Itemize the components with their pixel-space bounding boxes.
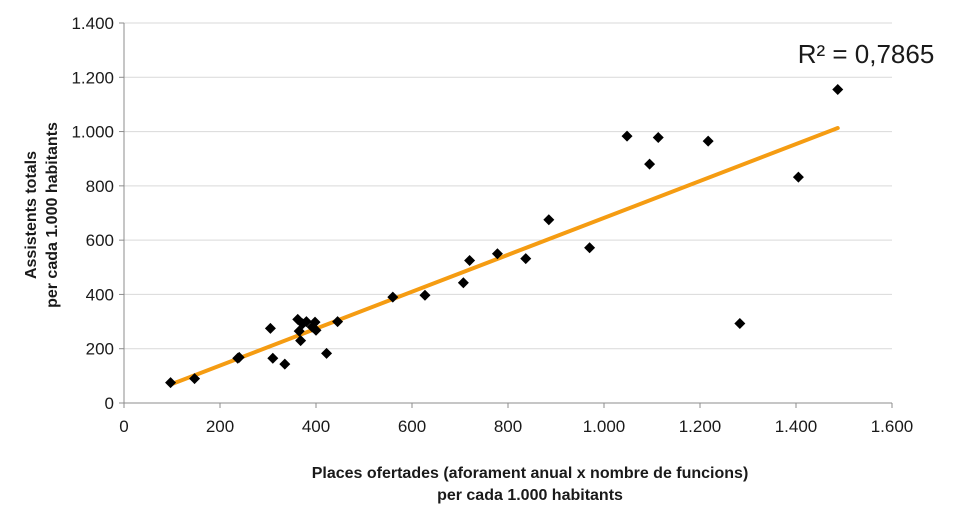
data-point: [652, 132, 664, 144]
data-point: [644, 158, 656, 170]
x-tick-label: 600: [398, 417, 426, 436]
data-point: [295, 335, 307, 347]
y-tick-label: 400: [86, 285, 114, 304]
y-tick-label: 800: [86, 177, 114, 196]
data-point: [267, 352, 279, 364]
data-point: [165, 377, 177, 389]
data-points: [165, 84, 844, 389]
data-point: [387, 291, 399, 303]
data-point: [309, 316, 321, 328]
data-point: [792, 171, 804, 183]
data-point: [520, 253, 532, 265]
data-point: [543, 214, 555, 226]
y-axis-title-line-1: Assistents totals: [23, 151, 40, 279]
x-tick-label: 1.600: [871, 417, 914, 436]
data-point: [332, 316, 344, 328]
x-tick-label: 1.200: [679, 417, 722, 436]
y-tick-label: 1.200: [71, 68, 114, 87]
data-point: [734, 317, 746, 329]
y-axis-title-line-2: per cada 1.000 habitants: [44, 122, 61, 308]
x-tick-label: 800: [494, 417, 522, 436]
y-tick-label: 1.400: [71, 14, 114, 33]
x-tick-label: 1.400: [775, 417, 818, 436]
y-tick-label: 1.000: [71, 123, 114, 142]
x-axis-title-line-1: Places ofertades (aforament anual x nomb…: [312, 465, 749, 482]
x-axis-title-line-2: per cada 1.000 habitants: [437, 487, 623, 504]
data-point: [621, 130, 633, 142]
data-point: [832, 84, 844, 95]
y-tick-label: 600: [86, 231, 114, 250]
data-point: [264, 322, 276, 334]
data-point: [233, 351, 245, 363]
grid-lines: [124, 22, 892, 350]
trendline: [168, 126, 840, 387]
y-tick-labels: 0 200 400 600 800 1.000 1.200 1.400: [71, 14, 114, 413]
y-tick-label: 0: [105, 394, 114, 413]
data-point: [702, 135, 714, 147]
data-point: [300, 316, 312, 328]
x-tick-label: 1.000: [583, 417, 626, 436]
data-point: [464, 255, 476, 266]
data-point: [189, 373, 201, 385]
r-squared-label: R² = 0,7865: [798, 39, 935, 69]
data-point: [457, 277, 469, 289]
data-point: [321, 347, 333, 359]
data-point: [419, 289, 431, 301]
data-point: [279, 358, 291, 370]
data-point: [584, 242, 596, 254]
data-point: [310, 324, 322, 336]
x-tick-label: 400: [302, 417, 330, 436]
axes: [119, 22, 893, 408]
x-tick-label: 0: [119, 417, 128, 436]
y-tick-label: 200: [86, 340, 114, 359]
x-tick-label: 200: [206, 417, 234, 436]
data-point: [491, 248, 503, 260]
x-tick-labels: 0 200 400 600 800 1.000 1.200 1.400 1.600: [119, 417, 913, 436]
